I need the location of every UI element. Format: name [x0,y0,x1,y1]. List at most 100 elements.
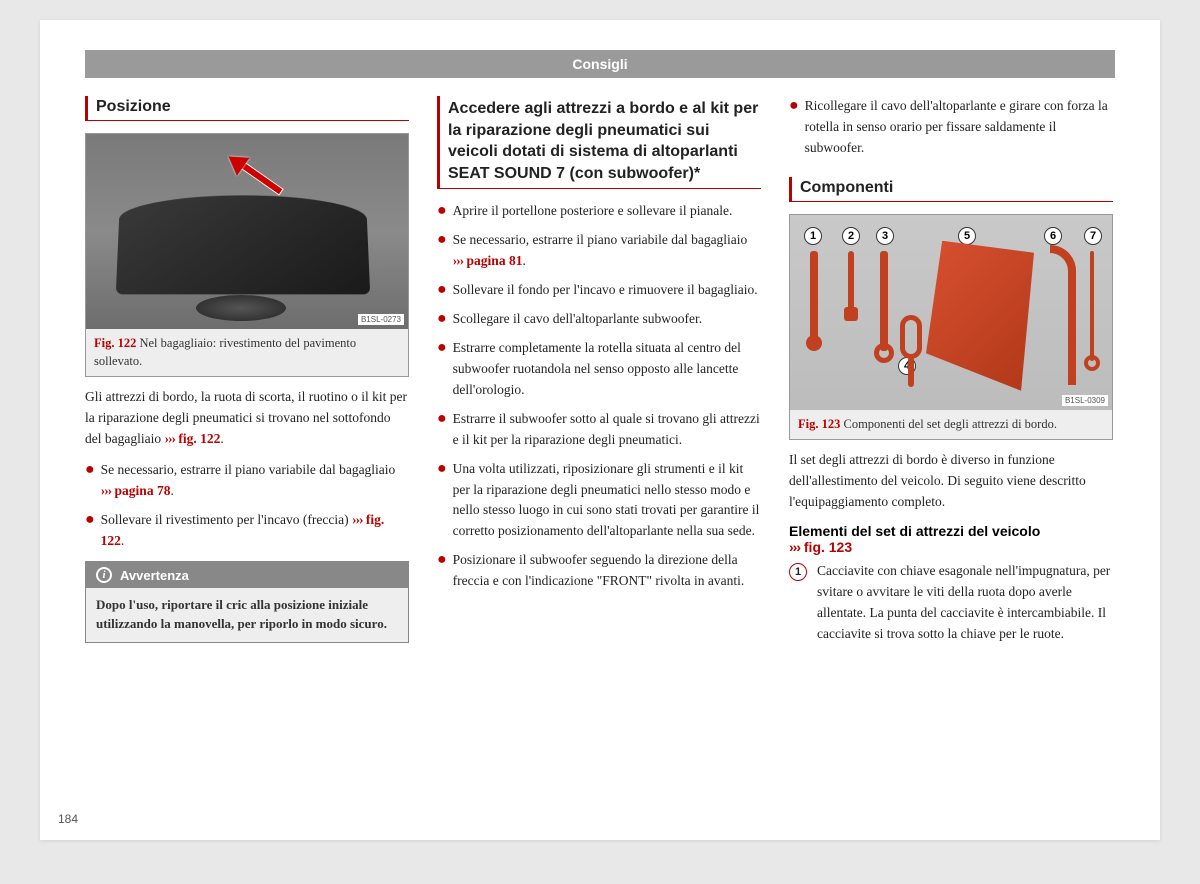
chevron-icon: ››› [453,253,464,268]
page-number: 184 [58,812,78,826]
enum-circle-1: 1 [789,563,807,581]
column-1: Posizione B1SL-0273 Fig. 122 Nel bagagli… [85,96,409,645]
spare-tire-shape [196,295,286,321]
tool-4-shaft [908,357,914,387]
column-3: ● Ricollegare il cavo dell'altoparlante … [789,96,1113,645]
bullet-icon: ● [85,460,95,502]
col2-b2-text-a: Se necessario, estrarre il piano variabi… [453,232,748,247]
col2-b7-text: Una volta utilizzati, riposizionare gli … [453,459,761,543]
figure-122-caption: Fig. 122 Nel bagagliaio: rivestimento de… [86,329,408,376]
tool-3-ring [874,343,894,363]
section-title-componenti: Componenti [789,177,1113,202]
col2-bullet-1: ● Aprire il portellone posteriore e soll… [437,201,761,222]
info-box-title: Avvertenza [120,568,189,583]
col3-subheading: Elementi del set di attrezzi del veicolo… [789,523,1113,555]
column-2: Accedere agli attrezzi a bordo e al kit … [437,96,761,645]
col1-bullet-1: ● Se necessario, estrarre il piano varia… [85,460,409,502]
info-icon: i [96,567,112,583]
tool-label-5: 5 [958,227,976,245]
info-box-body: Dopo l'uso, riportare il cric alla posiz… [86,588,408,642]
info-box-header: i Avvertenza [86,562,408,588]
ref-fig122: fig. 122 [178,431,220,446]
enum-item-1: 1 Cacciavite con chiave esagonale nell'i… [789,561,1113,645]
col2-bullet-7: ● Una volta utilizzati, riposizionare gl… [437,459,761,543]
ref-page78: pagina 78 [115,483,171,498]
tool-1-shape [810,251,818,341]
figure-123-number: Fig. 123 [798,417,840,431]
tool-1-tip [806,335,822,351]
tool-5-jack [926,241,1034,391]
tool-label-1: 1 [804,227,822,245]
col2-b3-text: Sollevare il fondo per l'incavo e rimuov… [453,280,758,301]
tool-2-tip [844,307,858,321]
col3-bullet-top: ● Ricollegare il cavo dell'altoparlante … [789,96,1113,159]
col2-b6-text: Estrarre il subwoofer sotto al quale si … [453,409,761,451]
tool-7-shape [1090,251,1094,361]
col1-paragraph-1: Gli attrezzi di bordo, la ruota di scort… [85,387,409,450]
col1-bullet-2: ● Sollevare il rivestimento per l'incavo… [85,510,409,552]
bullet-icon: ● [789,96,799,159]
col2-bullet-3: ● Sollevare il fondo per l'incavo e rimu… [437,280,761,301]
ref-page81: pagina 81 [467,253,523,268]
col2-bullet-8: ● Posizionare il subwoofer seguendo la d… [437,550,761,592]
chevron-icon: ››› [789,539,800,555]
col2-bullet-4: ● Scollegare il cavo dell'altoparlante s… [437,309,761,330]
bullet-icon: ● [437,338,447,401]
col2-b4-text: Scollegare il cavo dell'altoparlante sub… [453,309,702,330]
col1-bullet-2-text: Sollevare il rivestimento per l'incavo (… [101,510,409,552]
bullet-icon: ● [437,280,447,301]
figure-123-caption-text: Componenti del set degli attrezzi di bor… [843,417,1057,431]
tool-label-6: 6 [1044,227,1062,245]
figure-123-caption: Fig. 123 Componenti del set degli attrez… [790,410,1112,440]
section-title-posizione: Posizione [85,96,409,121]
bullet-icon: ● [437,201,447,222]
figure-122-number: Fig. 122 [94,336,136,350]
col2-bullet-5: ● Estrarre completamente la rotella situ… [437,338,761,401]
tool-label-3: 3 [876,227,894,245]
section-title-accedere: Accedere agli attrezzi a bordo e al kit … [437,96,761,189]
figure-123: 1 2 3 4 5 6 7 [789,214,1113,441]
content-columns: Posizione B1SL-0273 Fig. 122 Nel bagagli… [85,96,1115,645]
figure-123-image: 1 2 3 4 5 6 7 [790,215,1112,410]
red-arrow-icon [238,160,284,195]
tool-label-7: 7 [1084,227,1102,245]
col2-bullet-2: ● Se necessario, estrarre il piano varia… [437,230,761,272]
bullet-icon: ● [437,409,447,451]
figure-123-tag: B1SL-0309 [1062,395,1108,406]
tool-6-wrench [1050,245,1076,385]
col3-btop-text: Ricollegare il cavo dell'altoparlante e … [805,96,1113,159]
chevron-icon: ››› [352,512,363,527]
col2-b8-text: Posizionare il subwoofer seguendo la dir… [453,550,761,592]
col1-bullet-1-text: Se necessario, estrarre il piano variabi… [101,460,409,502]
tool-7-ring [1084,355,1100,371]
info-box-avvertenza: i Avvertenza Dopo l'uso, riportare il cr… [85,561,409,643]
col2-bullet-6: ● Estrarre il subwoofer sotto al quale s… [437,409,761,451]
bullet-icon: ● [437,309,447,330]
figure-122: B1SL-0273 Fig. 122 Nel bagagliaio: rives… [85,133,409,377]
enum-item-1-text: Cacciavite con chiave esagonale nell'imp… [817,561,1113,645]
trunk-liner-shape [116,195,370,294]
tool-3-shape [880,251,888,351]
col3-sub-text: Elementi del set di attrezzi del veicolo [789,523,1040,539]
tool-4-hook [900,315,922,359]
bullet-icon: ● [437,459,447,543]
chevron-icon: ››› [164,431,175,446]
col2-b1-text: Aprire il portellone posteriore e sollev… [453,201,733,222]
tool-2-shape [848,251,854,311]
col3-paragraph-1: Il set degli attrezzi di bordo è diverso… [789,450,1113,513]
col1-p1-text: Gli attrezzi di bordo, la ruota di scort… [85,389,407,446]
col1-b2-text: Sollevare il rivestimento per l'incavo (… [101,512,352,527]
col1-b1-text: Se necessario, estrarre il piano variabi… [101,462,396,477]
header-bar: Consigli [85,50,1115,78]
figure-122-tag: B1SL-0273 [358,314,404,325]
bullet-icon: ● [85,510,95,552]
col2-b2-text: Se necessario, estrarre il piano variabi… [453,230,761,272]
ref-fig123: fig. 123 [804,539,852,555]
col2-b5-text: Estrarre completamente la rotella situat… [453,338,761,401]
figure-122-image: B1SL-0273 [86,134,408,329]
bullet-icon: ● [437,550,447,592]
manual-page: Consigli Posizione B1SL-0273 Fig. 122 Ne… [40,20,1160,840]
bullet-icon: ● [437,230,447,272]
chevron-icon: ››› [101,483,112,498]
tool-label-2: 2 [842,227,860,245]
